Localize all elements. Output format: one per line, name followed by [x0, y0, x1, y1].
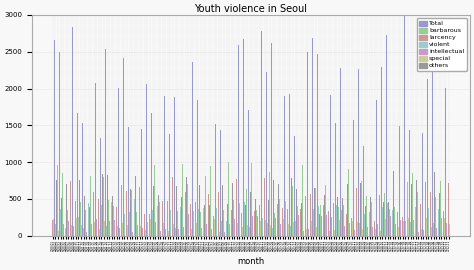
Legend: Total, barbarous, larcency, violent, intellectual, special, others: Total, barbarous, larcency, violent, int…	[417, 18, 467, 71]
X-axis label: month: month	[237, 257, 264, 266]
Title: Youth violence in Seoul: Youth violence in Seoul	[194, 4, 307, 14]
